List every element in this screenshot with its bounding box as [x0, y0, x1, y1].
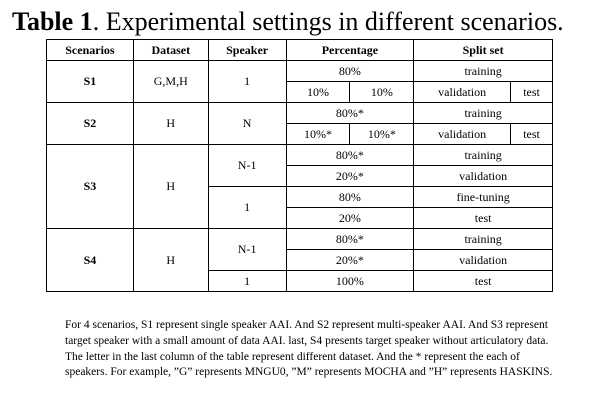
- scenario-cell: S1: [46, 60, 134, 103]
- percentage-cell: 20%*: [285, 249, 415, 271]
- header-dataset: Dataset: [132, 39, 209, 61]
- settings-table: Scenarios Dataset Speaker Percentage Spl…: [46, 39, 553, 292]
- split-cell: test: [510, 81, 553, 103]
- caption-text: . Experimental settings in different sce…: [92, 7, 564, 36]
- header-percentage: Percentage: [285, 39, 415, 61]
- table-row: 1 80% fine-tuning: [47, 186, 553, 229]
- table-row: S4 H N-1 80%* training: [46, 228, 553, 292]
- speaker-cell: N-1: [207, 228, 287, 271]
- percentage-cell: 10%: [349, 81, 415, 103]
- table-row: 20%* validation: [47, 249, 553, 271]
- percentage-cell: 80%*: [285, 102, 415, 124]
- percentage-cell: 10%*: [349, 123, 415, 145]
- table-caption: Table 1. Experimental settings in differ…: [12, 6, 564, 38]
- percentage-cell: 80%*: [285, 144, 415, 166]
- table-row: S1 G,M,H 1 80% training: [46, 60, 553, 103]
- note-paragraph: For 4 scenarios, S1 represent single spe…: [65, 319, 549, 347]
- table-note: For 4 scenarios, S1 represent single spe…: [65, 318, 565, 381]
- dataset-cell: G,M,H: [132, 60, 209, 103]
- caption-label: Table 1: [12, 7, 93, 36]
- percentage-cell: 80%: [285, 186, 415, 208]
- table-row: 1 100% test: [47, 270, 553, 292]
- percentage-cell: 100%: [285, 270, 415, 292]
- table-row: S3 H N-1 80%* training: [46, 144, 553, 229]
- scenario-cell: S2: [46, 102, 134, 145]
- split-cell: training: [413, 228, 553, 250]
- split-cell: test: [413, 207, 553, 229]
- speaker-cell: 1: [207, 270, 287, 292]
- split-cell: validation: [413, 123, 512, 145]
- header-row: Scenarios Dataset Speaker Percentage Spl…: [46, 39, 553, 61]
- split-cell: training: [413, 144, 553, 166]
- scenario-cell: S4: [46, 228, 134, 292]
- percentage-cell: 20%*: [285, 165, 415, 187]
- table-row: 20%* validation: [47, 165, 553, 187]
- dataset-cell: H: [132, 144, 209, 229]
- dataset-cell: H: [132, 102, 209, 145]
- split-cell: validation: [413, 249, 553, 271]
- split-cell: validation: [413, 165, 553, 187]
- split-cell: training: [413, 60, 553, 82]
- table-row: 20% test: [47, 207, 553, 229]
- split-cell: test: [510, 123, 553, 145]
- header-scenarios: Scenarios: [46, 39, 134, 61]
- speaker-cell: N: [207, 102, 287, 145]
- speaker-cell: 1: [207, 186, 287, 229]
- percentage-cell: 80%*: [285, 228, 415, 250]
- split-cell: fine-tuning: [413, 186, 553, 208]
- scenario-cell: S3: [46, 144, 134, 229]
- header-speaker: Speaker: [207, 39, 287, 61]
- table-row: S2 H N 80%* training: [46, 102, 553, 145]
- percentage-cell: 80%: [285, 60, 415, 82]
- percentage-cell: 10%: [285, 81, 351, 103]
- speaker-cell: N-1: [207, 144, 287, 187]
- header-split-set: Split set: [413, 39, 553, 61]
- split-cell: test: [413, 270, 553, 292]
- note-paragraph: The letter in the last column of the tab…: [65, 350, 553, 379]
- percentage-cell: 10%*: [285, 123, 351, 145]
- split-cell: validation: [413, 81, 512, 103]
- split-cell: training: [413, 102, 553, 124]
- dataset-cell: H: [132, 228, 209, 292]
- percentage-cell: 20%: [285, 207, 415, 229]
- speaker-cell: 1: [207, 60, 287, 103]
